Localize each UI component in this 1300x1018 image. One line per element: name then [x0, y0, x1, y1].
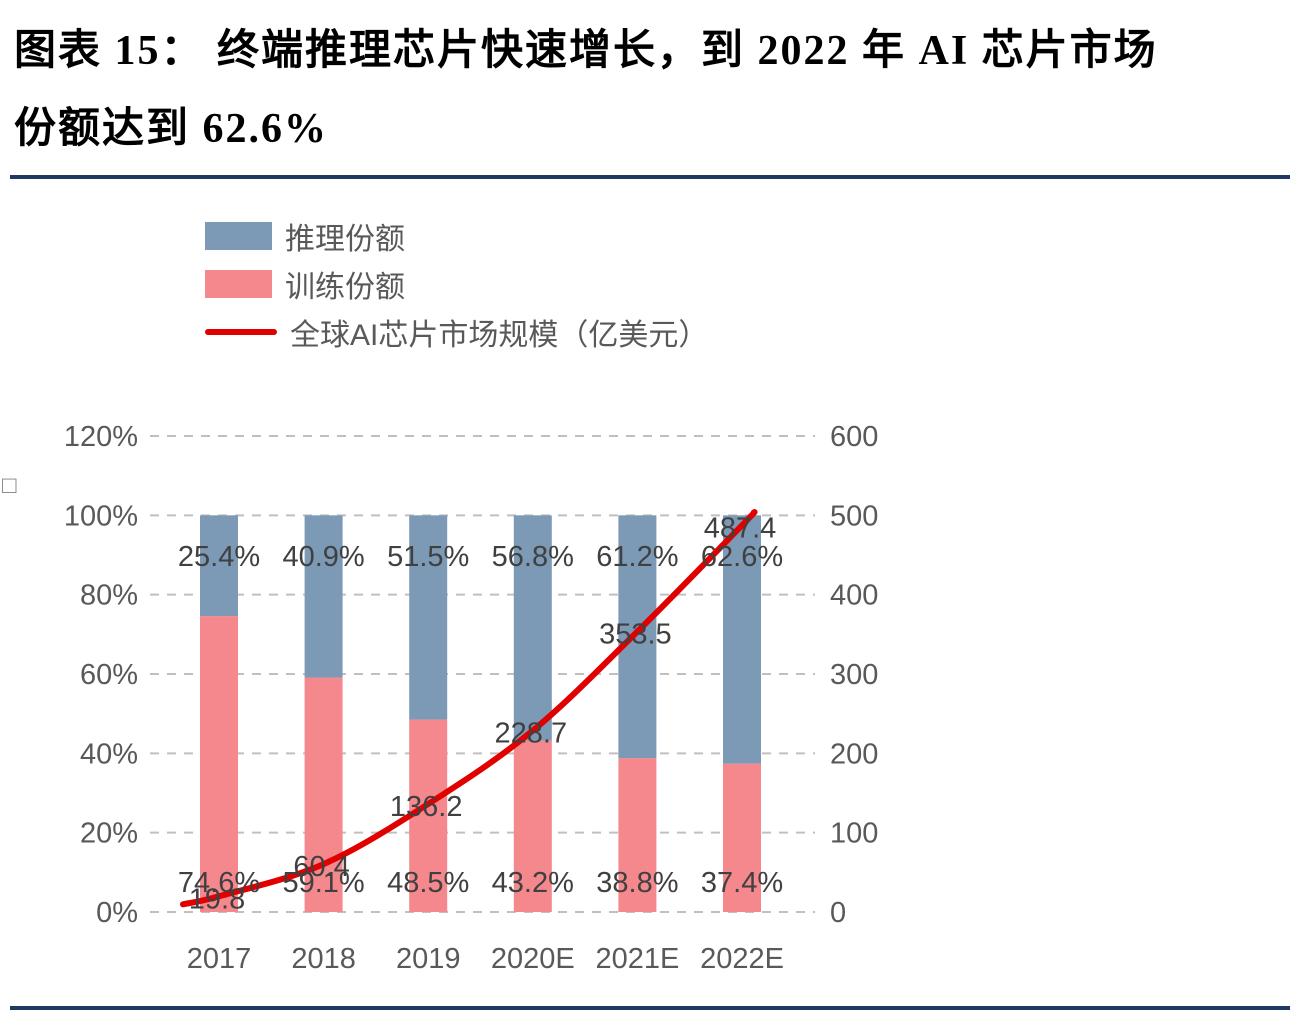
x-axis-label: 2020E: [491, 943, 575, 975]
training-bar-segment: [200, 616, 238, 912]
training-share-label: 74.6%: [178, 867, 260, 899]
left-axis-tick: 20%: [80, 818, 138, 850]
right-axis-tick: 600: [830, 421, 878, 453]
x-axis-label: 2018: [291, 943, 356, 975]
right-axis-tick: 500: [830, 500, 878, 532]
line-value-label: 19.8: [189, 883, 245, 915]
legend-label-inference: 推理份额: [285, 223, 405, 256]
top-divider: [10, 175, 1290, 179]
market-size-line: [180, 509, 758, 908]
legend-item-training-share: 训练份额: [205, 260, 708, 308]
training-bar-segment: [304, 677, 343, 912]
right-axis-tick: 0: [830, 897, 846, 929]
figure-title-line2: 份额达到 62.6%: [14, 106, 329, 152]
inference-bar-segment: [409, 515, 448, 720]
inference-bar-segment: [513, 515, 552, 741]
inference-share-label: 25.4%: [178, 541, 260, 573]
legend-swatch-inference: [205, 222, 272, 250]
right-axis-tick: 200: [830, 738, 878, 770]
chart-legend: 推理份额 训练份额 全球AI芯片市场规模（亿美元）: [205, 212, 708, 356]
inference-share-label: 51.5%: [387, 541, 469, 573]
inference-bar-segment: [200, 515, 238, 617]
right-axis-tick: 300: [830, 659, 878, 691]
legend-item-inference-share: 推理份额: [205, 212, 708, 260]
line-value-label: 60.4: [293, 851, 349, 883]
training-share-label: 43.2%: [492, 867, 574, 899]
line-value-label: 487.4: [704, 512, 777, 544]
right-axis-tick: 400: [830, 580, 878, 612]
bottom-divider: [10, 1006, 1290, 1010]
x-axis-label: 2021E: [595, 943, 679, 975]
training-bar-segment: [723, 763, 761, 912]
inference-share-label: 56.8%: [492, 541, 574, 573]
inference-bar-segment: [723, 515, 761, 764]
training-bar-segment: [618, 758, 657, 912]
left-axis-tick: 80%: [80, 580, 138, 612]
x-axis-label: 2019: [396, 943, 461, 975]
legend-label-training: 训练份额: [285, 271, 405, 304]
legend-swatch-training: [205, 270, 272, 298]
training-bar-segment: [513, 740, 552, 912]
left-axis-tick: 40%: [80, 738, 138, 770]
inference-bar-segment: [618, 515, 657, 759]
figure-title-line1: 图表 15： 终端推理芯片快速增长，到 2022 年 AI 芯片市场: [14, 28, 1158, 74]
stray-character: □: [2, 472, 17, 499]
inference-share-label: 40.9%: [282, 541, 364, 573]
left-axis-tick: 100%: [64, 500, 138, 532]
x-axis-label: 2017: [187, 943, 252, 975]
left-axis-tick: 120%: [64, 421, 138, 453]
inference-share-label: 62.6%: [701, 541, 783, 573]
line-value-label: 353.5: [599, 619, 672, 651]
x-axis-label: 2022E: [700, 943, 784, 975]
inference-share-label: 61.2%: [596, 541, 678, 573]
figure-title: 图表 15： 终端推理芯片快速增长，到 2022 年 AI 芯片市场 份额达到 …: [14, 12, 1286, 168]
right-axis-tick: 100: [830, 818, 878, 850]
legend-line-swatch: [205, 329, 277, 335]
training-share-label: 37.4%: [701, 867, 783, 899]
left-axis-tick: 0%: [96, 897, 138, 929]
inference-bar-segment: [304, 515, 343, 678]
training-bar-segment: [409, 719, 448, 912]
training-share-label: 38.8%: [596, 867, 678, 899]
line-value-label: 136.2: [390, 791, 463, 823]
training-share-label: 48.5%: [387, 867, 469, 899]
training-share-label: 59.1%: [282, 867, 364, 899]
legend-item-market-size: 全球AI芯片市场规模（亿美元）: [205, 308, 708, 356]
legend-label-market-size: 全球AI芯片市场规模（亿美元）: [290, 319, 709, 352]
line-value-label: 228.7: [495, 718, 568, 750]
left-axis-tick: 60%: [80, 659, 138, 691]
